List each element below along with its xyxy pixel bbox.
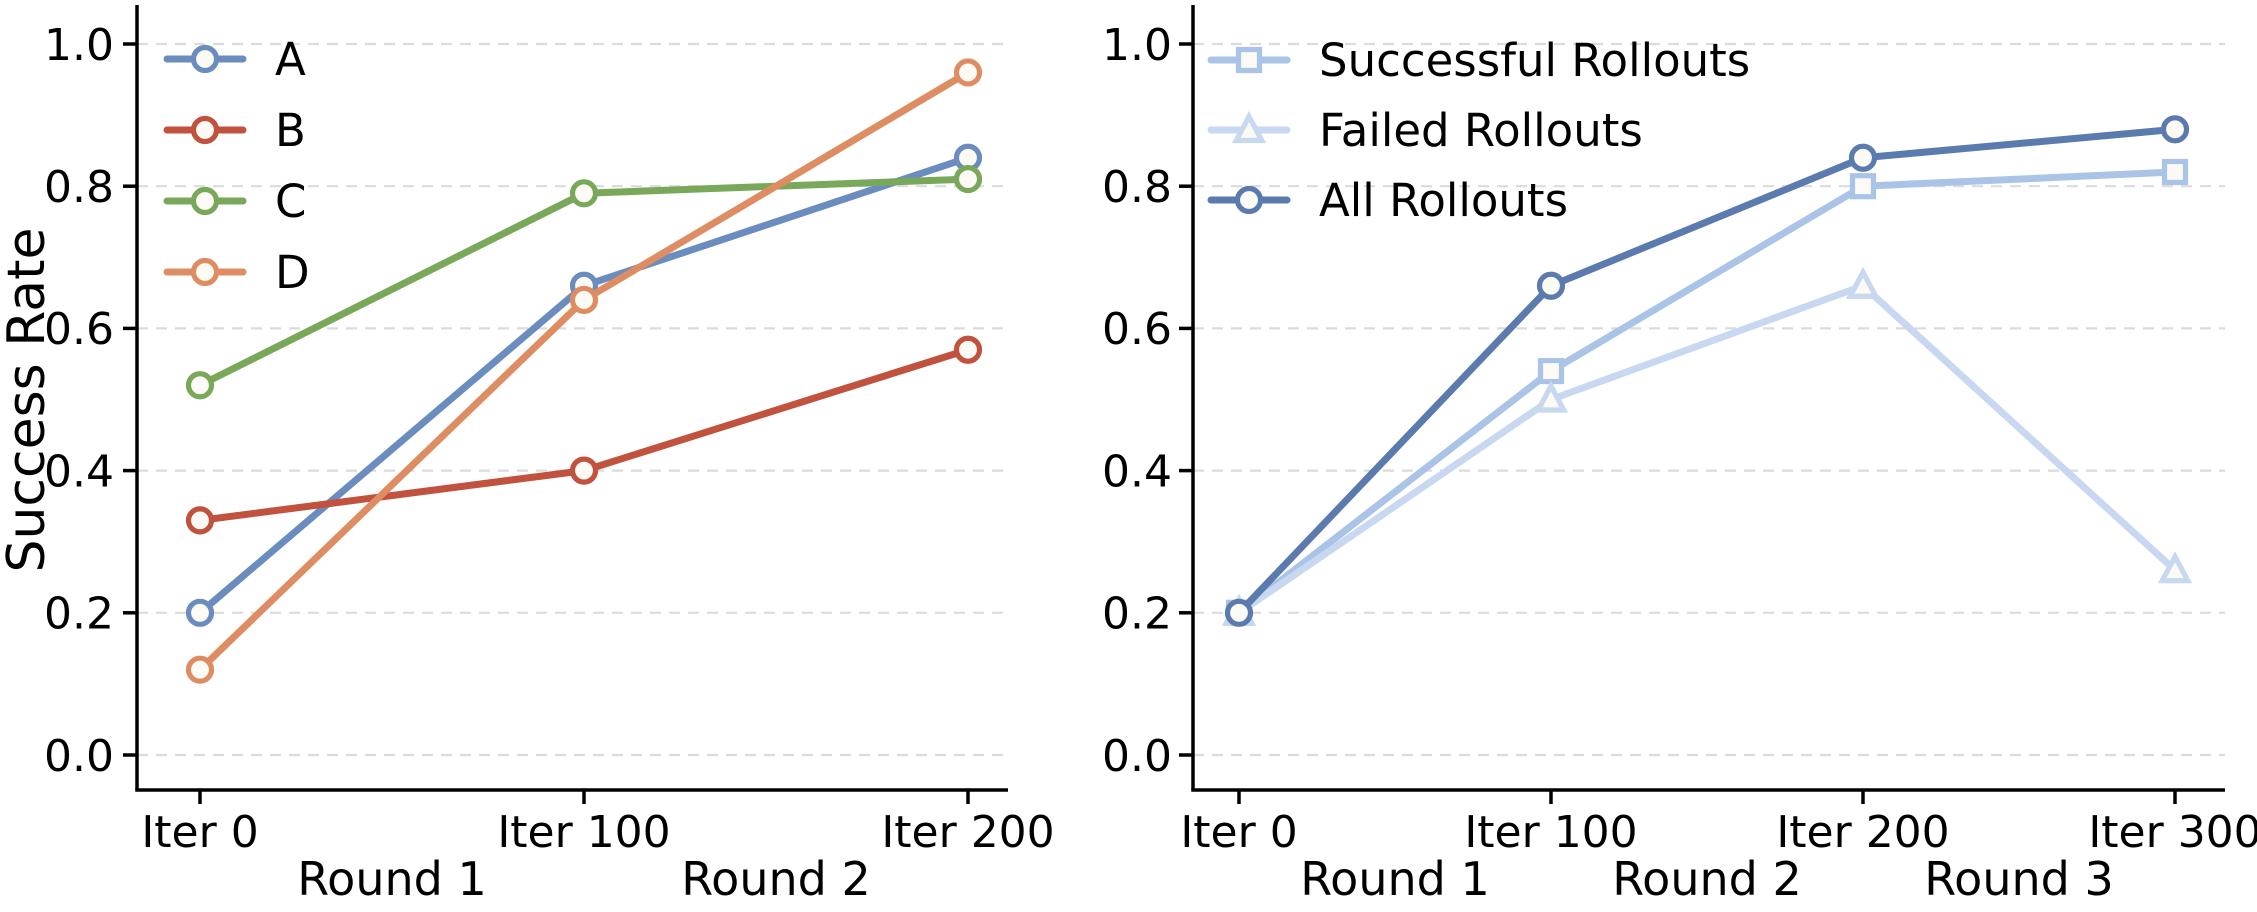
series-marker-triangle <box>2157 551 2193 584</box>
series-marker-circle <box>569 179 599 208</box>
series-marker-circle <box>953 58 983 87</box>
series-marker-circle <box>569 285 599 315</box>
series-marker-square <box>1235 46 1263 74</box>
legend-label: Successful Rollouts <box>1319 34 1750 87</box>
series-marker-circle <box>1536 271 1566 300</box>
series-successful-rollouts <box>1225 158 2189 626</box>
y-tick-label: 0.0 <box>44 731 114 782</box>
series-marker-square <box>1537 357 1565 385</box>
series-line <box>1235 282 2179 617</box>
legend-label: A <box>275 33 306 86</box>
series-marker-circle <box>185 598 215 627</box>
legend-item-successful-rollouts: Successful Rollouts <box>1207 34 1750 87</box>
round-label: Round 1 <box>297 852 486 906</box>
x-tick-label: Iter 200 <box>881 807 1054 858</box>
legend: Successful Rollouts Failed Rollouts All Ro… <box>1207 34 1750 227</box>
series-marker-circle <box>2160 115 2190 144</box>
y-tick-label: 0.6 <box>1102 304 1172 355</box>
legend-item-a: A <box>163 33 306 86</box>
legend-label: Failed Rollouts <box>1319 104 1643 157</box>
legend-item-c: C <box>163 175 306 228</box>
y-axis-label: Success Rate <box>0 227 57 572</box>
series-failed-rollouts <box>1221 266 2193 626</box>
series-marker-square <box>2161 158 2189 186</box>
series-marker-circle <box>1848 143 1878 172</box>
left-abcd-chart: 0.0 0.2 0.4 0.6 0.8 1.0 Iter 0 Iter 100 Iter 200… <box>0 5 1055 906</box>
series-marker-triangle <box>1533 380 1569 413</box>
y-tick-label: 0.8 <box>44 162 114 213</box>
x-tick-label: Iter 100 <box>497 807 670 858</box>
y-tick-label: 0.2 <box>1102 589 1172 640</box>
series-b <box>185 335 983 535</box>
series-marker-circle <box>953 164 983 194</box>
series-line <box>196 346 972 524</box>
series-c <box>185 164 983 400</box>
y-tick-label: 0.6 <box>44 304 114 355</box>
series-marker-circle <box>185 655 215 684</box>
series-marker-circle <box>190 44 220 74</box>
series-marker-square <box>1849 173 1877 200</box>
legend-label: D <box>275 246 310 299</box>
series-marker-circle <box>190 257 220 287</box>
gridlines <box>1193 42 2225 757</box>
legend-item-failed-rollouts: Failed Rollouts <box>1207 104 1643 157</box>
y-tick-label: 1.0 <box>44 20 114 71</box>
series-marker-circle <box>185 506 215 535</box>
series-marker-circle <box>190 115 220 145</box>
x-tick-label: Iter 300 <box>2088 807 2257 858</box>
series-line <box>196 68 972 674</box>
y-tick-label: 0.0 <box>1102 731 1172 782</box>
right-rollouts-chart: 0.0 0.2 0.4 0.6 0.8 1.0 Iter 0 Iter 100 Iter 200… <box>1102 5 2257 906</box>
gridlines <box>137 42 1008 757</box>
x-tick-label: Iter 200 <box>1776 807 1949 858</box>
y-tick-label: 0.4 <box>44 446 114 497</box>
legend-label: All Rollouts <box>1319 174 1568 227</box>
x-tick-label: Iter 100 <box>1464 807 1637 858</box>
series-marker-circle <box>190 186 220 216</box>
legend-item-d: D <box>163 246 310 299</box>
series-all-rollouts <box>1224 115 2190 627</box>
series-line <box>1235 125 2179 617</box>
round-label: Round 3 <box>1924 852 2113 906</box>
legend-item-all-rollouts: All Rollouts <box>1207 174 1568 227</box>
series-marker-circle <box>1234 185 1264 215</box>
y-tick-label: 0.8 <box>1102 162 1172 213</box>
round-label: Round 2 <box>681 852 870 906</box>
legend-item-b: B <box>163 104 306 157</box>
series-marker-circle <box>185 371 215 400</box>
series-marker-circle <box>569 456 599 485</box>
y-tick-label: 0.4 <box>1102 446 1172 497</box>
series-marker-circle <box>1224 598 1254 627</box>
legend-label: C <box>275 175 306 228</box>
series-marker-triangle <box>1231 110 1267 144</box>
round-label: Round 1 <box>1300 852 1489 906</box>
series-marker-triangle <box>1845 266 1881 299</box>
round-label: Round 2 <box>1612 852 1801 906</box>
legend-label: B <box>275 104 306 157</box>
x-tick-label: Iter 0 <box>141 807 258 858</box>
series-marker-circle <box>953 335 983 364</box>
x-tick-label: Iter 0 <box>1180 807 1297 858</box>
y-tick-label: 1.0 <box>1102 20 1172 71</box>
series-d <box>185 58 983 684</box>
y-tick-label: 0.2 <box>44 589 114 640</box>
series-line <box>1235 168 2179 617</box>
